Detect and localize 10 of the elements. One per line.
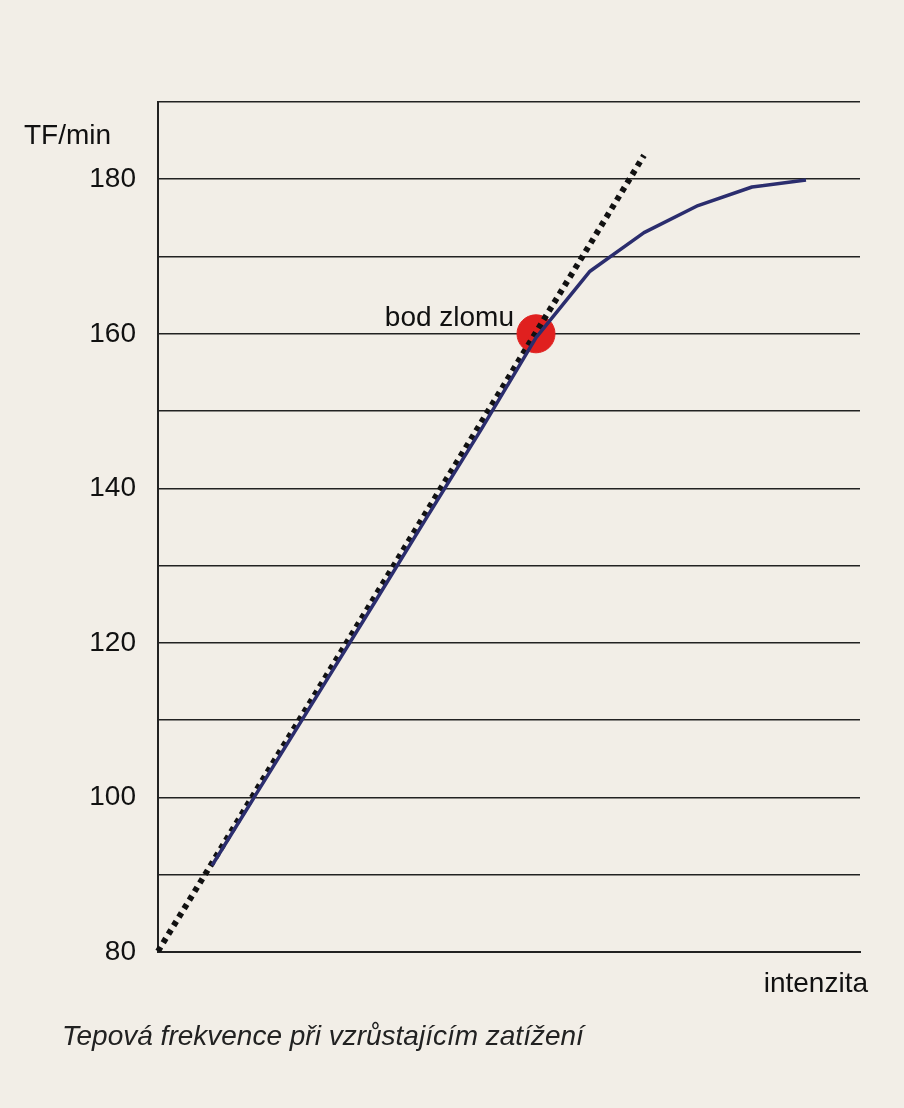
annotation: bod zlomu bbox=[384, 300, 514, 332]
y-tick-label: 160 bbox=[89, 316, 136, 348]
y-tick-label: 180 bbox=[89, 161, 136, 193]
y-tick-label: 120 bbox=[89, 625, 136, 657]
y-tick-label: 80 bbox=[104, 934, 136, 966]
y-axis-title: TF/min bbox=[24, 119, 112, 150]
y-tick-label: 140 bbox=[89, 471, 136, 503]
text: Tepová frekvence při vzrůstajícím zatížení bbox=[62, 1020, 584, 1052]
x-axis-title: intenzita bbox=[763, 966, 869, 998]
y-tick-label: 100 bbox=[89, 780, 136, 812]
